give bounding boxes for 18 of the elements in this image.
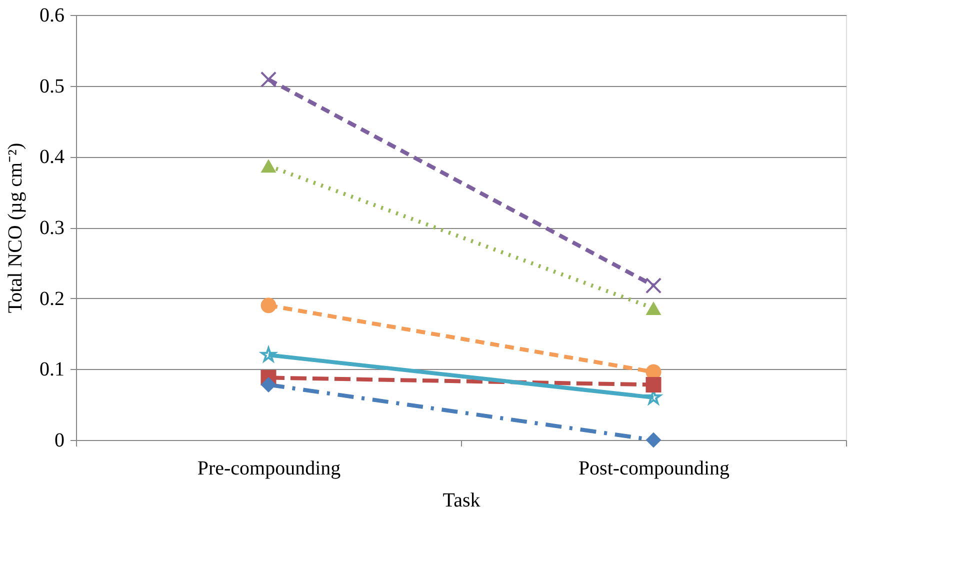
point — [260, 346, 276, 362]
point — [260, 298, 276, 314]
point — [646, 432, 662, 448]
point — [260, 71, 277, 88]
y-tick-label: 0.2 — [40, 288, 64, 310]
point — [260, 377, 276, 392]
y-tick-label: 0.3 — [40, 217, 64, 239]
point — [645, 278, 662, 294]
y-tick-label: 0.1 — [40, 358, 64, 381]
y-tick-label: 0.5 — [40, 75, 64, 98]
point — [646, 377, 662, 392]
y-axis-title: Total NCO (µg cm⁻²) — [4, 142, 26, 314]
x-tick-label: Pre-compounding — [197, 458, 341, 480]
y-tick-label: 0.6 — [40, 4, 64, 26]
x-axis-title: Task — [442, 490, 480, 512]
x-tick-label: Post-compounding — [578, 458, 730, 480]
y-tick-label: 0.4 — [40, 146, 64, 168]
y-tick-label: 0 — [54, 430, 64, 452]
